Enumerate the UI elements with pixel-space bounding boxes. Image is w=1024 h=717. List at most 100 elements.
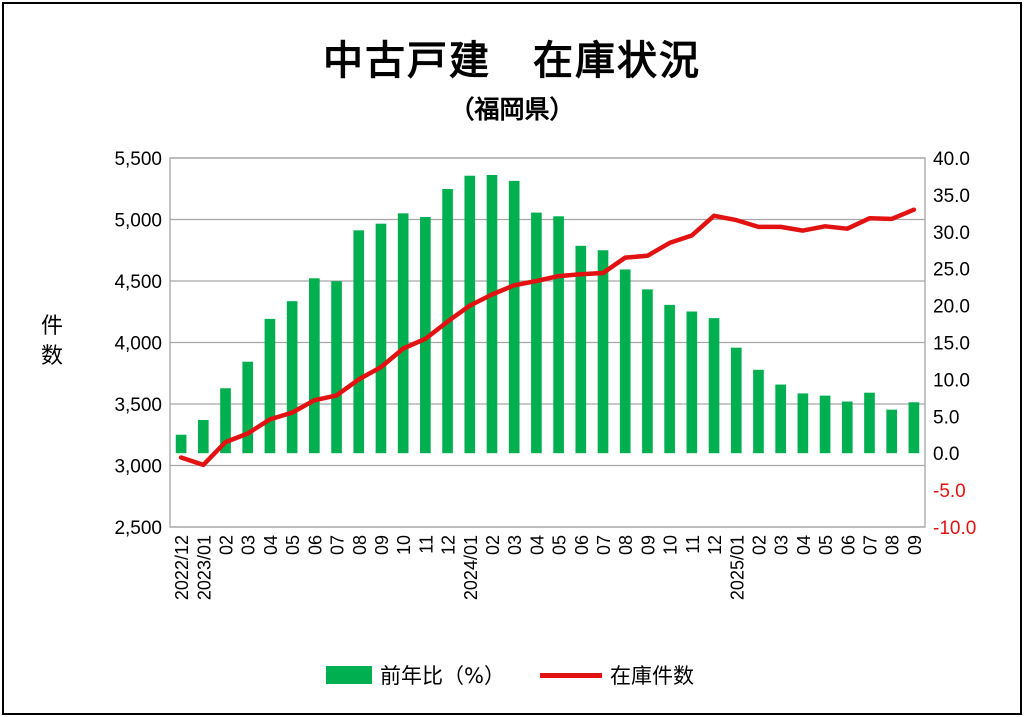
right-tick-label: 15.0 bbox=[933, 334, 970, 355]
x-tick-label: 02 bbox=[217, 535, 237, 555]
x-tick-label: 10 bbox=[661, 535, 681, 555]
bar bbox=[686, 311, 698, 454]
line-point bbox=[268, 417, 272, 421]
right-tick-label: 35.0 bbox=[933, 186, 970, 207]
line-point bbox=[623, 256, 627, 260]
left-tick-label: 3,500 bbox=[114, 395, 162, 416]
x-tick-label: 02 bbox=[483, 535, 503, 555]
bar bbox=[309, 278, 320, 454]
line-point bbox=[179, 456, 183, 460]
legend-swatch-line bbox=[540, 672, 602, 678]
x-tick-label: 09 bbox=[905, 535, 925, 555]
bar bbox=[864, 392, 875, 454]
bar-series bbox=[175, 174, 920, 454]
bar bbox=[197, 419, 209, 454]
right-tick-label: 0.0 bbox=[933, 444, 959, 465]
chart-subtitle: （福岡県） bbox=[449, 95, 575, 124]
bar bbox=[908, 402, 920, 454]
legend-swatch-bar bbox=[326, 666, 372, 684]
x-tick-label: 07 bbox=[860, 535, 880, 555]
x-tick-label: 12 bbox=[439, 535, 459, 555]
line-point bbox=[201, 463, 205, 467]
bar bbox=[508, 180, 520, 454]
x-tick-label: 12 bbox=[705, 535, 725, 555]
right-tick-label: 40.0 bbox=[933, 149, 970, 170]
x-tick-label: 2024/01 bbox=[461, 535, 481, 600]
line-point bbox=[912, 208, 916, 212]
bar bbox=[797, 393, 809, 454]
grid-lines bbox=[169, 157, 926, 528]
bar bbox=[708, 318, 720, 454]
x-tick-label: 05 bbox=[816, 535, 836, 555]
right-tick-label: -10.0 bbox=[933, 518, 976, 539]
x-tick-label: 2022/12 bbox=[172, 535, 192, 600]
line-point bbox=[357, 377, 361, 381]
left-axis-ticks: 2,500 3,000 3,500 4,000 4,500 5,000 5,500 bbox=[114, 149, 162, 539]
bar bbox=[841, 401, 853, 454]
line-point bbox=[468, 304, 472, 308]
line-point bbox=[423, 337, 427, 341]
bar bbox=[819, 395, 831, 454]
x-tick-label: 04 bbox=[261, 535, 281, 555]
legend: 前年比（%） 在庫件数 bbox=[0, 660, 1024, 690]
x-tick-label: 08 bbox=[350, 535, 370, 555]
bar bbox=[486, 174, 498, 454]
right-tick-label: 20.0 bbox=[933, 297, 970, 318]
line-point bbox=[645, 254, 649, 258]
x-tick-label: 03 bbox=[772, 535, 792, 555]
line-point bbox=[490, 293, 494, 297]
line-point bbox=[557, 274, 561, 278]
bar bbox=[531, 212, 542, 454]
left-tick-label: 5,500 bbox=[114, 149, 162, 170]
x-tick-label: 06 bbox=[838, 535, 858, 555]
x-tick-label: 11 bbox=[683, 535, 703, 554]
bar bbox=[886, 409, 898, 454]
line-point bbox=[224, 440, 228, 444]
line-point bbox=[756, 225, 760, 229]
line-point bbox=[801, 229, 805, 233]
line-point bbox=[534, 279, 538, 283]
x-tick-label: 06 bbox=[305, 535, 325, 555]
line-point bbox=[779, 225, 783, 229]
line-point bbox=[867, 216, 871, 220]
line-point bbox=[312, 398, 316, 402]
line-point bbox=[379, 365, 383, 369]
bar bbox=[242, 361, 254, 454]
line-path bbox=[178, 207, 917, 468]
legend-label-line: 在庫件数 bbox=[610, 664, 694, 688]
line-point bbox=[290, 411, 294, 415]
bar bbox=[264, 318, 276, 454]
right-tick-label: 10.0 bbox=[933, 370, 970, 391]
y-axis-label: 件 数 bbox=[40, 314, 63, 369]
x-tick-label: 07 bbox=[328, 535, 348, 555]
left-tick-label: 5,000 bbox=[114, 211, 162, 232]
right-tick-label: -5.0 bbox=[933, 481, 966, 502]
right-tick-label: 25.0 bbox=[933, 260, 970, 281]
x-tick-label: 05 bbox=[283, 535, 303, 555]
line-point bbox=[246, 432, 250, 436]
x-tick-label: 03 bbox=[239, 535, 259, 555]
bar bbox=[331, 281, 342, 454]
line-point bbox=[401, 347, 405, 351]
x-tick-label: 11 bbox=[416, 535, 436, 554]
line-point bbox=[512, 283, 516, 287]
bar bbox=[753, 369, 764, 454]
bar bbox=[664, 304, 675, 454]
bar bbox=[642, 289, 653, 454]
left-tick-label: 4,000 bbox=[114, 334, 162, 355]
bar bbox=[286, 301, 298, 454]
x-tick-label: 03 bbox=[505, 535, 525, 555]
x-tick-label: 10 bbox=[394, 535, 414, 555]
line-point bbox=[446, 320, 450, 324]
bar bbox=[553, 216, 564, 454]
x-tick-label: 05 bbox=[550, 535, 570, 555]
x-tick-label: 08 bbox=[883, 535, 903, 555]
left-tick-label: 4,500 bbox=[114, 272, 162, 293]
line-point bbox=[890, 217, 894, 221]
x-tick-label: 09 bbox=[638, 535, 658, 555]
x-tick-label: 07 bbox=[594, 535, 614, 555]
x-tick-label: 09 bbox=[372, 535, 392, 555]
bar bbox=[420, 217, 431, 454]
left-tick-label: 2,500 bbox=[114, 518, 162, 539]
